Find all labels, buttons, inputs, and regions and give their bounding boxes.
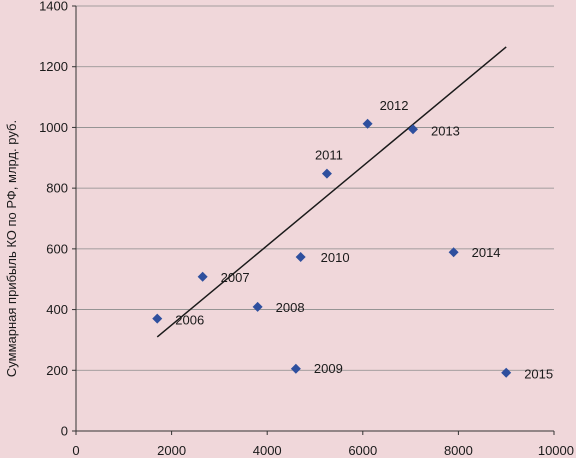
grid-lines bbox=[76, 5, 554, 371]
data-point-2011 bbox=[321, 168, 332, 179]
y-tick-label-600: 600 bbox=[46, 241, 68, 256]
y-axis-title: Суммарная прибыль КО по РФ, млрд. руб. bbox=[4, 120, 19, 377]
x-tick-label-6000: 6000 bbox=[348, 443, 377, 458]
x-tick-label-4000: 4000 bbox=[253, 443, 282, 458]
y-tick-label-800: 800 bbox=[46, 181, 68, 196]
data-point-2012 bbox=[362, 118, 373, 129]
data-label-2006: 2006 bbox=[175, 313, 204, 328]
data-point-2015 bbox=[501, 367, 512, 378]
data-label-2012: 2012 bbox=[380, 98, 409, 113]
data-point-2006 bbox=[152, 313, 163, 324]
y-tick-label-400: 400 bbox=[46, 302, 68, 317]
data-label-2008: 2008 bbox=[276, 300, 305, 315]
data-point-2013 bbox=[407, 124, 418, 135]
y-tick-label-0: 0 bbox=[61, 424, 68, 439]
data-points bbox=[152, 118, 512, 378]
data-point-2010 bbox=[295, 252, 306, 263]
data-point-2008 bbox=[252, 301, 263, 312]
y-tick-label-1000: 1000 bbox=[39, 120, 68, 135]
data-labels: 2006 2007 2008 2009 2010 2011 2012 2013 2014 2015 bbox=[175, 98, 553, 382]
x-tick-label-10000: 10000 bbox=[538, 443, 574, 458]
y-tick-labels: 0 200 400 600 800 1000 1200 1400 bbox=[39, 0, 68, 439]
x-tick-labels: 0 2000 4000 6000 8000 10000 bbox=[72, 443, 574, 458]
data-label-2013: 2013 bbox=[431, 123, 460, 138]
data-label-2009: 2009 bbox=[314, 361, 343, 376]
x-tick-label-8000: 8000 bbox=[444, 443, 473, 458]
data-label-2011: 2011 bbox=[315, 148, 343, 163]
x-tick-label-2000: 2000 bbox=[157, 443, 186, 458]
data-point-2009 bbox=[290, 363, 301, 374]
trendline bbox=[156, 46, 507, 338]
x-tick-label-0: 0 bbox=[72, 443, 79, 458]
y-tick-label-1400: 1400 bbox=[39, 0, 68, 14]
data-point-2007 bbox=[197, 271, 208, 282]
data-label-2014: 2014 bbox=[472, 245, 501, 260]
data-label-2015: 2015 bbox=[524, 367, 553, 382]
axes bbox=[72, 5, 555, 435]
data-label-2010: 2010 bbox=[321, 250, 350, 265]
y-tick-label-200: 200 bbox=[46, 363, 68, 378]
data-label-2007: 2007 bbox=[221, 270, 250, 285]
data-point-2014 bbox=[448, 247, 459, 258]
trendline-group bbox=[156, 46, 507, 338]
y-tick-label-1200: 1200 bbox=[39, 59, 68, 74]
